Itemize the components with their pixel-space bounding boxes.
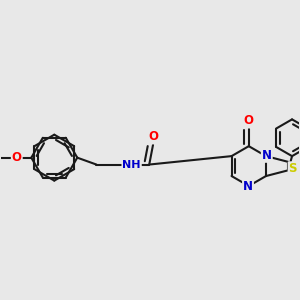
Text: N: N (243, 180, 253, 193)
Text: N: N (262, 149, 272, 162)
Text: NH: NH (122, 160, 141, 170)
Text: O: O (12, 151, 22, 164)
Text: O: O (149, 130, 159, 143)
Text: O: O (244, 114, 254, 128)
Text: S: S (289, 162, 297, 175)
